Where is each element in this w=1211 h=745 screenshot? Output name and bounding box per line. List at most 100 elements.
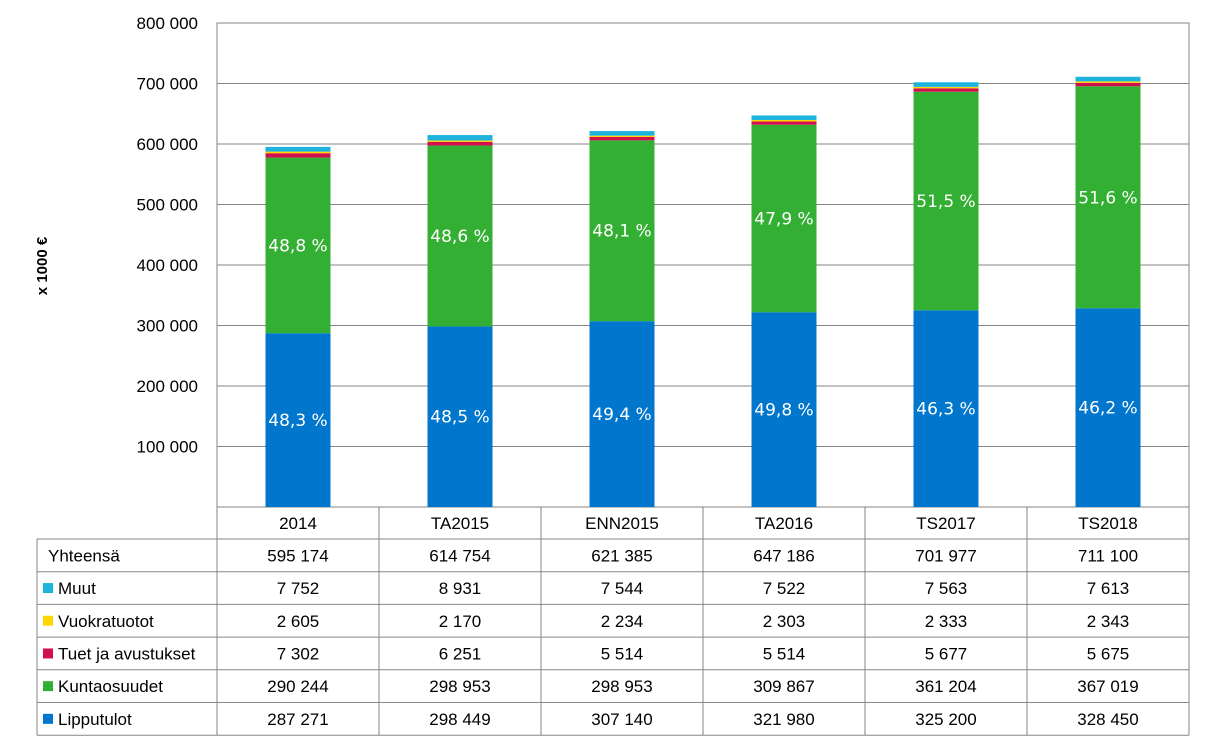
- bar-segment-kuntaosuudet: [913, 91, 979, 311]
- table-cell-value: 361 204: [915, 677, 976, 696]
- legend-swatch: [43, 681, 53, 692]
- legend-swatch: [43, 583, 53, 594]
- row-label: Kuntaosuudet: [58, 677, 163, 696]
- category-label: 2014: [279, 514, 317, 533]
- bar-segment-lipputulot: [913, 310, 979, 507]
- table-cell-value: 5 514: [601, 644, 644, 663]
- row-label: Vuokratuotot: [58, 612, 154, 631]
- percent-label: 51,6 %: [1078, 188, 1137, 208]
- table-cell-value: 7 302: [277, 644, 320, 663]
- bar-segment-vuokratuotot: [913, 86, 979, 89]
- bar-segment-tuet-ja-avustukset: [427, 141, 493, 146]
- bar-segment-muut: [427, 135, 493, 141]
- bar-segment-kuntaosuudet: [589, 140, 655, 322]
- bar-segment-tuet-ja-avustukset: [265, 153, 331, 158]
- y-tick-label: 500 000: [137, 196, 198, 215]
- bar-segment-lipputulot: [265, 333, 331, 507]
- legend-swatch: [43, 615, 53, 626]
- bar-segment-lipputulot: [589, 321, 655, 507]
- table-cell-value: 325 200: [915, 710, 976, 729]
- percent-label: 48,6 %: [430, 227, 489, 247]
- table-cell-value: 5 514: [763, 644, 806, 663]
- bar-segment-tuet-ja-avustukset: [589, 136, 655, 141]
- data-table: 2014 TA2015 ENN2015 TA2016 TS2017 TS2018 Yhtee…: [36, 507, 1190, 736]
- y-tick-label: 700 000: [137, 75, 198, 94]
- table-cell-value: 2 303: [763, 612, 806, 631]
- table-cell-value: 7 522: [763, 579, 806, 598]
- bar-segment-vuokratuotot: [589, 135, 655, 137]
- table-cell-value: 647 186: [753, 546, 814, 565]
- percent-label: 48,5 %: [430, 408, 489, 428]
- percent-label: 46,2 %: [1078, 399, 1137, 419]
- table-cell-value: 298 953: [591, 677, 652, 696]
- table-cell-value: 6 251: [439, 644, 482, 663]
- y-tick-label: 300 000: [137, 317, 198, 336]
- table-cell-value: 298 449: [429, 710, 490, 729]
- table-cell-value: 5 675: [1087, 644, 1130, 663]
- table-cell-value: 321 980: [753, 710, 814, 729]
- table-cell-value: 5 677: [925, 644, 968, 663]
- table-cell-value: 614 754: [429, 546, 490, 565]
- row-label: Lipputulot: [58, 710, 132, 729]
- table-cell-value: 309 867: [753, 677, 814, 696]
- y-axis-ticks: 100 000 200 000 300 000 400 000 500 000 600 0…: [137, 14, 198, 457]
- bar-segment-muut: [589, 131, 655, 136]
- percent-label: 48,3 %: [268, 411, 327, 431]
- bar-segment-vuokratuotot: [1075, 81, 1141, 83]
- table-cell-value: 2 605: [277, 612, 320, 631]
- row-label: Tuet ja avustukset: [58, 644, 196, 663]
- percent-label: 48,8 %: [268, 236, 327, 256]
- table-cell-value: 2 234: [601, 612, 644, 631]
- y-axis-label: x 1000 €: [34, 236, 51, 295]
- legend-swatch: [43, 713, 53, 724]
- y-tick-label: 400 000: [137, 256, 198, 275]
- category-label: TS2017: [916, 514, 976, 533]
- y-tick-label: 600 000: [137, 135, 198, 154]
- bar-segment-muut: [1075, 76, 1141, 82]
- percent-label: 47,9 %: [754, 209, 813, 229]
- table-cell-value: 287 271: [267, 710, 328, 729]
- y-tick-label: 800 000: [137, 14, 198, 33]
- bar-segment-vuokratuotot: [751, 120, 817, 122]
- legend-swatch: [43, 648, 53, 659]
- table-cell-value: 367 019: [1077, 677, 1138, 696]
- table-cell-value: 7 613: [1087, 579, 1130, 598]
- bar-segment-kuntaosuudet: [751, 124, 817, 313]
- table-cell-value: 595 174: [267, 546, 328, 565]
- bar-segment-muut: [751, 115, 817, 121]
- table-cell-value: 2 333: [925, 612, 968, 631]
- bar-segment-tuet-ja-avustukset: [751, 121, 817, 125]
- table-cell-value: 2 170: [439, 612, 482, 631]
- table-cell-value: 328 450: [1077, 710, 1138, 729]
- table-cell-value: 7 563: [925, 579, 968, 598]
- percent-label: 48,1 %: [592, 222, 651, 242]
- y-tick-label: 100 000: [137, 438, 198, 457]
- percent-label: 49,4 %: [592, 405, 651, 425]
- table-cell-value: 7 752: [277, 579, 320, 598]
- table-cell-value: 307 140: [591, 710, 652, 729]
- row-label: Muut: [58, 579, 96, 598]
- bar-segment-kuntaosuudet: [265, 157, 331, 334]
- bars: [265, 76, 1141, 507]
- bar-segment-vuokratuotot: [427, 140, 493, 142]
- table-cell-value: 290 244: [267, 677, 328, 696]
- bar-segment-kuntaosuudet: [427, 145, 493, 327]
- bar-segment-tuet-ja-avustukset: [1075, 82, 1141, 87]
- table-cell-value: 298 953: [429, 677, 490, 696]
- bar-segment-tuet-ja-avustukset: [913, 88, 979, 92]
- row-label: Yhteensä: [48, 546, 120, 565]
- percent-label: 46,3 %: [916, 400, 975, 420]
- percent-label: 51,5 %: [916, 192, 975, 212]
- bar-segment-lipputulot: [751, 312, 817, 507]
- bar-segment-vuokratuotot: [265, 151, 331, 154]
- category-label: TA2015: [431, 514, 489, 533]
- table-cell-value: 621 385: [591, 546, 652, 565]
- gridlines: [216, 22, 1190, 508]
- table-cell-value: 701 977: [915, 546, 976, 565]
- bar-segment-lipputulot: [1075, 308, 1141, 507]
- bar-segment-kuntaosuudet: [1075, 86, 1141, 309]
- bar-segment-lipputulot: [427, 326, 493, 507]
- table-cell-value: 711 100: [1078, 546, 1138, 565]
- category-label: TA2016: [755, 514, 813, 533]
